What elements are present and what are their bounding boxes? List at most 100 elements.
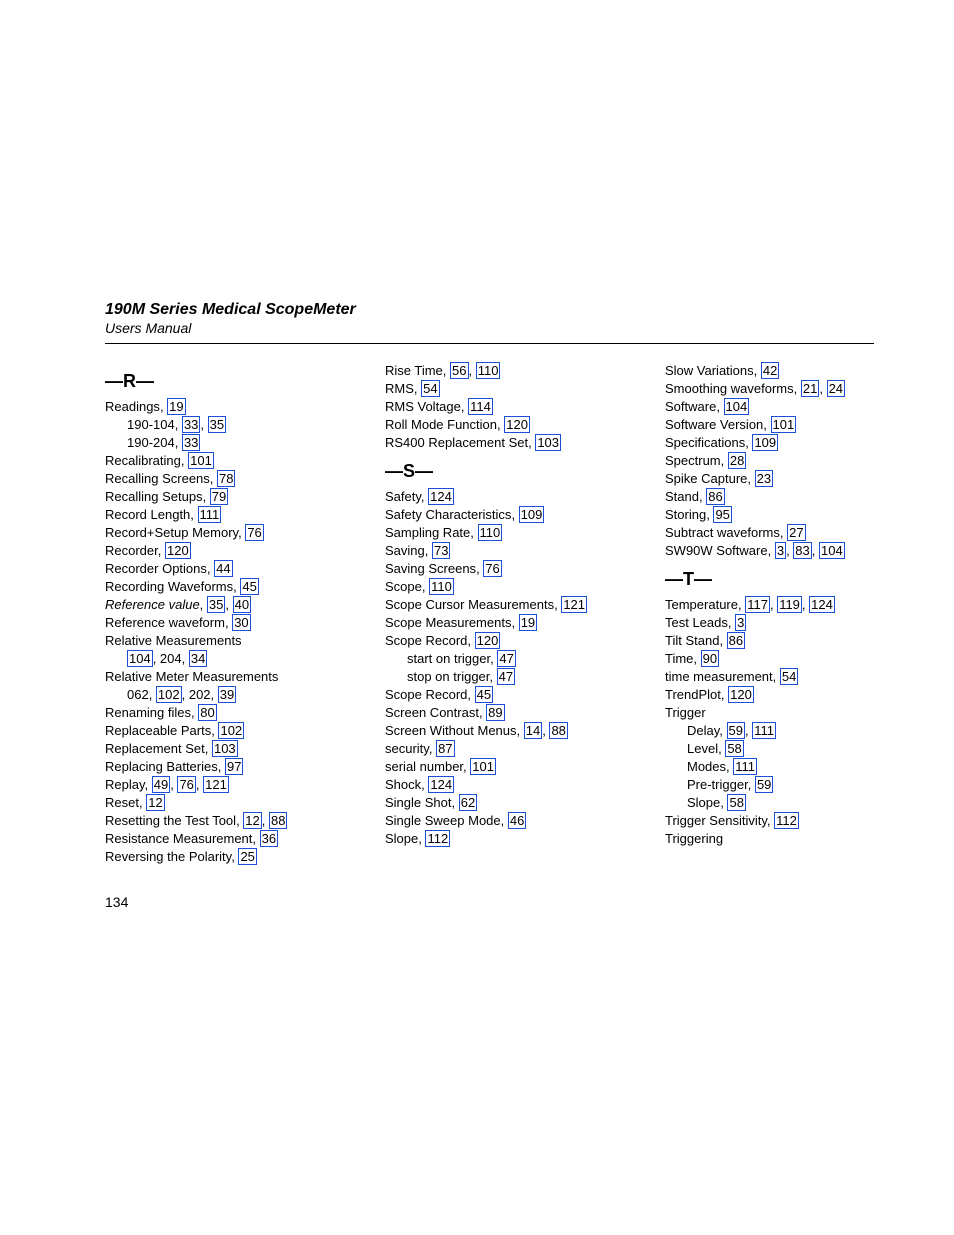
page-link[interactable]: 102 [218, 722, 244, 739]
page-link[interactable]: 30 [232, 614, 250, 631]
page-link[interactable]: 47 [497, 650, 515, 667]
page-link[interactable]: 42 [761, 362, 779, 379]
page-link[interactable]: 88 [549, 722, 567, 739]
page-link[interactable]: 3 [735, 614, 746, 631]
page-link[interactable]: 79 [210, 488, 228, 505]
page-link[interactable]: 76 [483, 560, 501, 577]
index-subentry: Modes, 111 [665, 758, 905, 776]
page-link[interactable]: 88 [269, 812, 287, 829]
page-link[interactable]: 35 [207, 596, 225, 613]
page-link[interactable]: 35 [208, 416, 226, 433]
page-link[interactable]: 12 [146, 794, 164, 811]
page-link[interactable]: 78 [217, 470, 235, 487]
index-entry: Resistance Measurement, 36 [105, 830, 345, 848]
page-link[interactable]: 83 [793, 542, 811, 559]
page-link[interactable]: 86 [727, 632, 745, 649]
page-link[interactable]: 86 [706, 488, 724, 505]
page-link[interactable]: 33 [182, 416, 200, 433]
index-entry-label: start on trigger [407, 651, 490, 666]
index-entry-label: Triggering [665, 831, 723, 846]
page-link[interactable]: 111 [198, 506, 222, 523]
page-link[interactable]: 121 [203, 776, 229, 793]
page-link[interactable]: 90 [701, 650, 719, 667]
page-link[interactable]: 21 [801, 380, 819, 397]
page-link[interactable]: 28 [728, 452, 746, 469]
page-link[interactable]: 33 [182, 434, 200, 451]
page-link[interactable]: 62 [459, 794, 477, 811]
page-link[interactable]: 114 [468, 398, 493, 415]
page-link[interactable]: 24 [827, 380, 845, 397]
page-link[interactable]: 54 [780, 668, 798, 685]
page-link[interactable]: 110 [478, 524, 503, 541]
page-link[interactable]: 110 [476, 362, 501, 379]
page-link[interactable]: 95 [713, 506, 731, 523]
page-link[interactable]: 54 [421, 380, 439, 397]
page-link[interactable]: 27 [787, 524, 805, 541]
page-link[interactable]: 111 [752, 722, 776, 739]
index-entry: Replacement Set, 103 [105, 740, 345, 758]
page-link[interactable]: 112 [425, 830, 450, 847]
page-link[interactable]: 103 [535, 434, 561, 451]
page-link[interactable]: 101 [470, 758, 496, 775]
page-link[interactable]: 46 [508, 812, 526, 829]
page-link[interactable]: 59 [755, 776, 773, 793]
page-link[interactable]: 3 [775, 542, 786, 559]
page-link[interactable]: 56 [450, 362, 468, 379]
page-link[interactable]: 104 [127, 650, 153, 667]
page-link[interactable]: 19 [167, 398, 185, 415]
page-link[interactable]: 102 [156, 686, 182, 703]
page-link[interactable]: 12 [243, 812, 261, 829]
page-link[interactable]: 19 [519, 614, 537, 631]
page-link[interactable]: 44 [214, 560, 232, 577]
page-link[interactable]: 23 [755, 470, 773, 487]
index-entry-label: Subtract waveforms [665, 525, 780, 540]
page-link[interactable]: 58 [725, 740, 743, 757]
page-link[interactable]: 103 [212, 740, 238, 757]
page-link[interactable]: 124 [809, 596, 835, 613]
index-entry-label: Temperature [665, 597, 738, 612]
page-link[interactable]: 76 [177, 776, 195, 793]
page-link[interactable]: 49 [152, 776, 170, 793]
page-link[interactable]: 120 [475, 632, 501, 649]
page-link[interactable]: 97 [225, 758, 243, 775]
page-link[interactable]: 47 [497, 668, 515, 685]
page-link[interactable]: 120 [728, 686, 754, 703]
page-link[interactable]: 119 [777, 596, 802, 613]
page-link[interactable]: 59 [727, 722, 745, 739]
page-link[interactable]: 76 [245, 524, 263, 541]
page-link[interactable]: 101 [188, 452, 214, 469]
index-entry: Subtract waveforms, 27 [665, 524, 905, 542]
page-link[interactable]: 80 [198, 704, 216, 721]
page-link[interactable]: 36 [260, 830, 278, 847]
page-link[interactable]: 14 [524, 722, 542, 739]
page-link[interactable]: 101 [771, 416, 797, 433]
page-link[interactable]: 109 [519, 506, 545, 523]
page-link[interactable]: 112 [774, 812, 799, 829]
page-link[interactable]: 87 [436, 740, 454, 757]
index-entry-label: Slope [687, 795, 720, 810]
page-link[interactable]: 104 [724, 398, 750, 415]
page-link[interactable]: 124 [428, 776, 454, 793]
page-link[interactable]: 25 [238, 848, 256, 865]
page-link[interactable]: 58 [727, 794, 745, 811]
page-link[interactable]: 104 [819, 542, 845, 559]
page-link[interactable]: 34 [189, 650, 207, 667]
page-link[interactable]: 40 [233, 596, 251, 613]
index-entry: RMS, 54 [385, 380, 625, 398]
index-entry-label: security [385, 741, 429, 756]
page-link[interactable]: 39 [218, 686, 236, 703]
page-link[interactable]: 45 [240, 578, 258, 595]
page-link[interactable]: 117 [745, 596, 770, 613]
page-link[interactable]: 120 [504, 416, 530, 433]
index-entry: Rise Time, 56, 110 [385, 362, 625, 380]
page-link[interactable]: 109 [752, 434, 778, 451]
page-link[interactable]: 111 [733, 758, 757, 775]
page-link[interactable]: 124 [428, 488, 454, 505]
page-link[interactable]: 121 [561, 596, 587, 613]
index-entry-label: Safety [385, 489, 421, 504]
page-link[interactable]: 120 [165, 542, 191, 559]
page-link[interactable]: 89 [486, 704, 504, 721]
page-link[interactable]: 73 [432, 542, 450, 559]
page-link[interactable]: 45 [475, 686, 493, 703]
page-link[interactable]: 110 [429, 578, 454, 595]
